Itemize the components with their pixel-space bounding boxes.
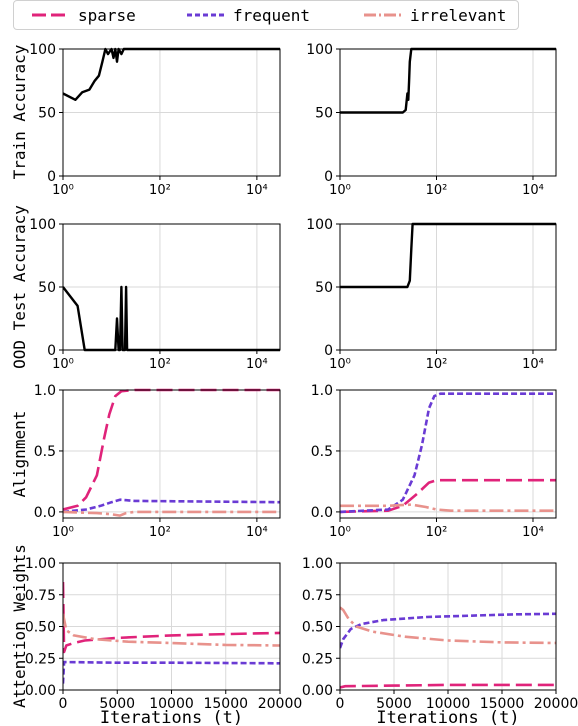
series-irrelevant [63,613,280,647]
series-irrelevant [340,606,556,645]
panel-1-0: 10⁰ 10² 10⁴ 0 50 100 [29,217,281,372]
y-tick-label: 0 [324,343,333,359]
axes-frame [339,389,557,519]
x-tick-label: 10⁰ [52,525,74,540]
panel-2-1: 10⁰ 10² 10⁴ 0.0 0.5 1.0 [311,383,557,540]
x-tick-label: 10⁴ [246,183,268,198]
y-tick-label: 0.5 [311,444,333,460]
x-tick-label: 10⁴ [522,357,544,372]
series-sparse [340,683,556,689]
y-tick-label: 0.25 [302,651,333,667]
x-tick-label: 10² [149,525,171,540]
panel-3-0: 0 5000 10000 15000 20000 0.00 0.25 0.50 0.75 1.00… [25,556,302,726]
legend-swatch-frequent [187,13,225,17]
panel-0-1: 10⁰ 10² 10⁴ 0 50 100 [306,42,557,198]
x-tick-label: 10⁴ [246,357,268,372]
y-tick-label: 0.00 [25,683,56,699]
panel-1-1: 10⁰ 10² 10⁴ 0 50 100 [306,217,557,372]
row-label-0: Train Accuracy [10,44,29,179]
legend-item-sparse: sparse [32,5,136,25]
legend-swatch-irrelevant [364,13,402,17]
y-tick-label: 0 [47,343,56,359]
series-line [340,222,556,289]
legend-item-frequent: frequent [187,5,310,25]
y-tick-label: 0.0 [34,505,56,521]
legend-item-irrelevant: irrelevant [364,5,506,25]
y-tick-label: 1.0 [311,383,333,399]
x-tick-label: 10² [149,357,171,372]
x-axis-label: Iterations (t) [100,708,243,726]
x-tick-label: 10⁴ [522,183,544,198]
x-tick-label: 15000 [480,696,525,712]
x-axis-label: Iterations (t) [376,708,519,726]
series-irrelevant [63,510,280,517]
y-tick-label: 1.0 [34,383,56,399]
x-tick-label: 10⁰ [329,525,351,540]
panel-2-0: 10⁰ 10² 10⁴ 0.0 0.5 1.0 [34,383,281,540]
panel-0-0: 10⁰ 10² 10⁴ 0 50 100 [29,42,281,198]
x-tick-label: 10² [426,357,448,372]
x-tick-label: 20000 [534,696,578,712]
y-tick-label: 0 [324,169,333,185]
legend-label-frequent: frequent [233,5,311,25]
x-tick-label: 5000 [376,696,412,712]
y-tick-label: 0.75 [302,588,333,604]
y-tick-label: 100 [306,217,333,233]
x-tick-label: 20000 [258,696,303,712]
series-line [340,47,556,114]
row-label-2: Alignment [10,411,29,498]
y-tick-label: 50 [315,106,333,122]
y-tick-label: 0.5 [34,444,56,460]
legend-swatch-sparse [32,13,70,17]
y-tick-label: 100 [29,42,56,58]
x-tick-label: 0 [336,696,345,712]
y-tick-label: 50 [38,106,56,122]
series-line [63,47,280,101]
x-tick-label: 10000 [426,696,471,712]
y-tick-label: 100 [29,217,56,233]
legend-label-irrelevant: irrelevant [410,5,507,25]
y-tick-label: 0.75 [25,588,56,604]
x-tick-label: 10⁰ [329,357,351,372]
y-tick-label: 100 [306,42,333,58]
legend: sparse frequent irrelevant [13,0,519,30]
axes-frame [62,389,281,519]
y-tick-label: 0.25 [25,651,56,667]
x-tick-label: 10² [149,183,171,198]
x-tick-label: 10⁰ [52,357,74,372]
x-tick-label: 10⁴ [522,525,544,540]
y-tick-label: 1.00 [25,556,56,572]
y-tick-label: 1.00 [302,556,333,572]
x-tick-label: 10² [426,525,448,540]
series-frequent [340,612,556,649]
row-label-1: OOD Test Accuracy [10,205,29,369]
y-tick-label: 0.50 [25,620,56,636]
series-frequent [63,498,280,514]
x-tick-label: 15000 [203,696,248,712]
y-tick-label: 0.00 [302,683,333,699]
row-label-3: Attention Weights [10,544,29,708]
y-tick-label: 0.50 [302,620,333,636]
x-tick-label: 10⁰ [52,183,74,198]
x-tick-label: 10² [426,183,448,198]
series-frequent [340,392,556,514]
x-tick-label: 10⁴ [246,525,268,540]
panel-3-1: 0 5000 10000 15000 20000 0.00 0.25 0.50 0.75 1.00… [302,556,578,726]
series-sparse [340,478,556,514]
series-sparse [63,388,280,511]
series-frequent [63,660,280,684]
x-tick-label: 0 [59,696,68,712]
series-line [63,285,280,352]
legend-label-sparse: sparse [78,5,136,25]
y-tick-label: 0.0 [311,505,333,521]
y-tick-label: 50 [38,280,56,296]
y-tick-label: 0 [47,169,56,185]
series-sparse [63,581,280,654]
y-tick-label: 50 [315,280,333,296]
x-tick-label: 5000 [99,696,135,712]
x-tick-label: 10⁰ [329,183,351,198]
x-tick-label: 10000 [149,696,194,712]
series-irrelevant [340,503,556,512]
